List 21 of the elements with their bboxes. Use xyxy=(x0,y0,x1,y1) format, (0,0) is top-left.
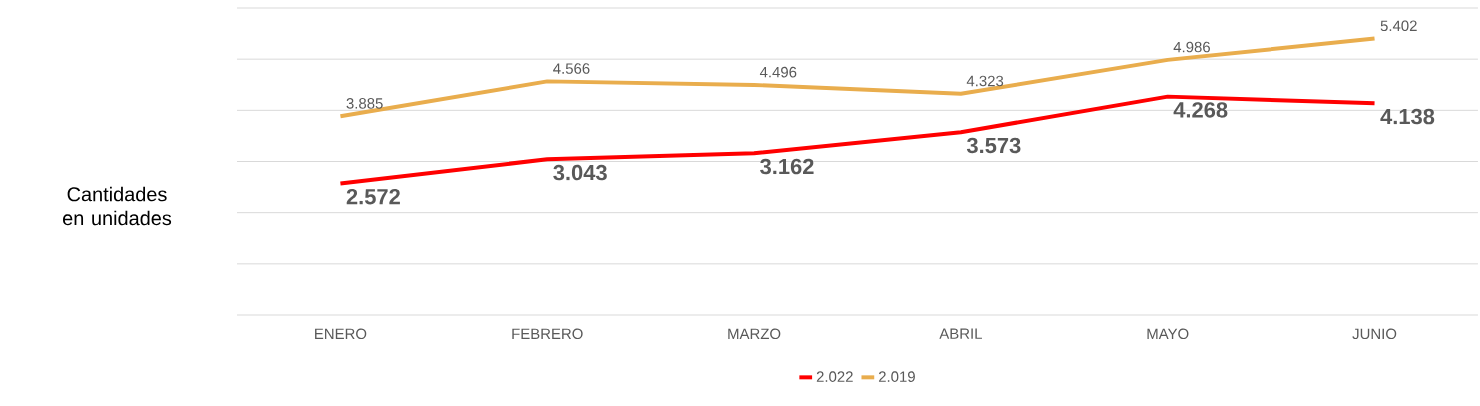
data-label: 4.268 xyxy=(1173,102,1228,118)
data-label: 2.572 xyxy=(346,188,400,205)
data-label: 4.323 xyxy=(966,75,1004,87)
x-tick-label: FEBRERO xyxy=(512,328,583,340)
data-label: 4.138 xyxy=(1380,108,1435,125)
data-label: 4.986 xyxy=(1173,41,1210,53)
data-label: 3.885 xyxy=(346,98,383,109)
x-tick-label: MARZO xyxy=(728,328,781,340)
data-label: 3.573 xyxy=(966,137,1021,154)
data-label: 3.162 xyxy=(760,158,814,175)
data-label: 4.566 xyxy=(553,63,590,74)
x-tick-label: MAYO xyxy=(1147,328,1189,340)
x-tick-label: ABRIL xyxy=(939,328,982,339)
data-label: 3.043 xyxy=(553,164,607,181)
x-tick-label: JUNIO xyxy=(1352,328,1397,340)
data-label: 5.402 xyxy=(1380,20,1417,32)
data-label: 4.496 xyxy=(759,66,797,78)
legend-label: 2.022 xyxy=(816,371,853,382)
legend-label: 2.019 xyxy=(878,371,915,382)
y-axis-title: Cantidades en unidades xyxy=(63,186,172,226)
x-tick-label: ENERO xyxy=(315,328,367,340)
